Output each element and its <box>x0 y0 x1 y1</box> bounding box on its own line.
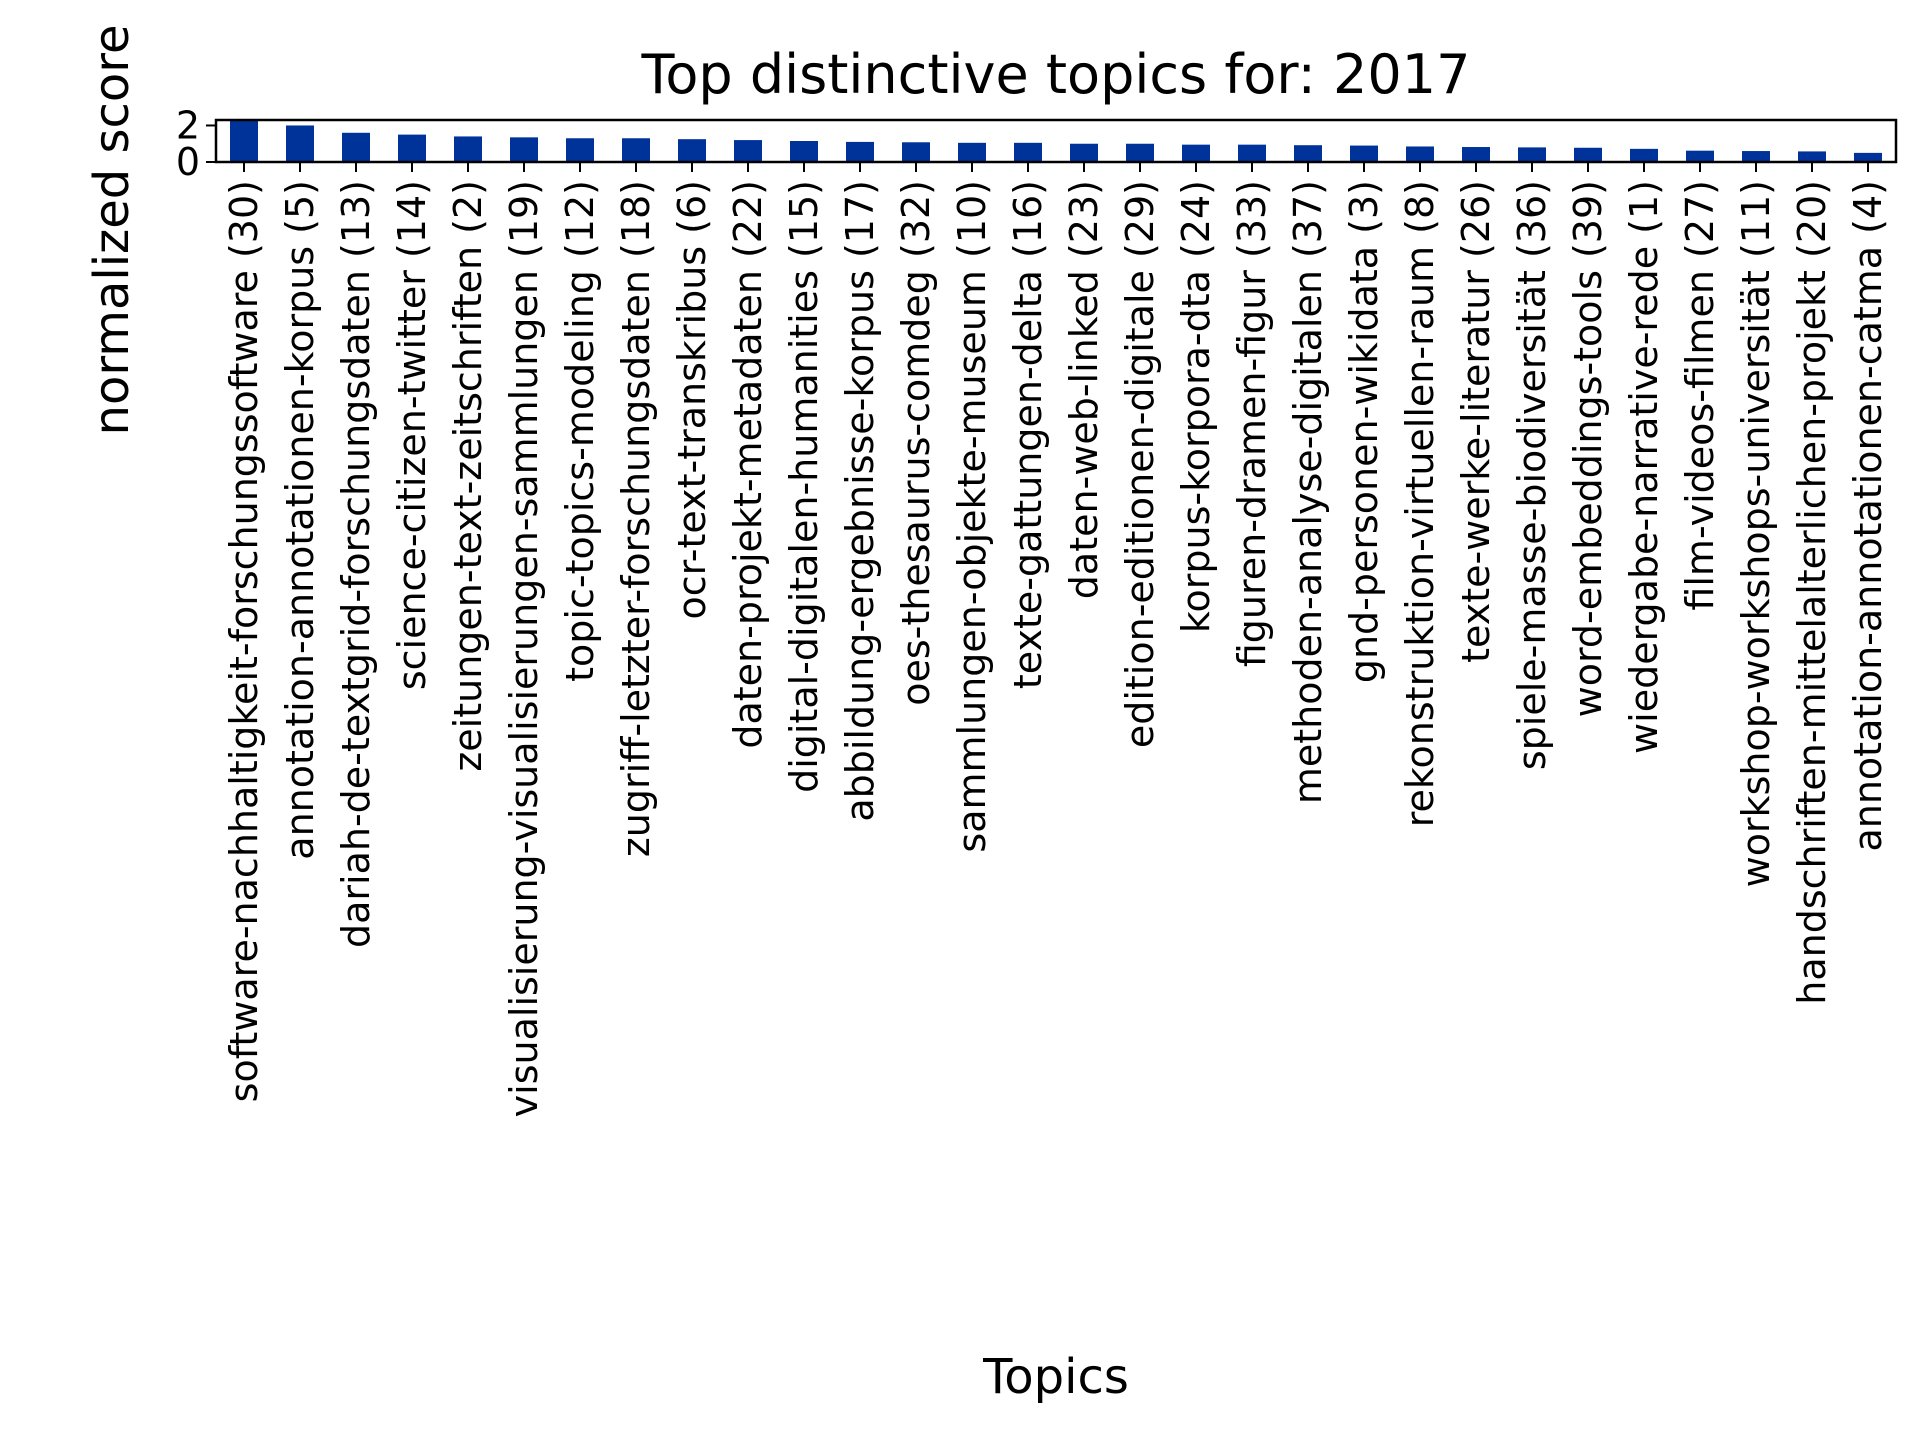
bar <box>1238 144 1266 162</box>
bar <box>1518 147 1546 162</box>
x-tick-label: visualisierung-visualisierungen-sammlung… <box>502 180 546 1117</box>
y-axis-label: normalized score <box>84 25 140 436</box>
x-axis-label: Topics <box>982 1349 1129 1405</box>
x-tick-label: annotation-annotationen-catma (4) <box>1846 180 1890 852</box>
x-tick-label: digital-digitalen-humanities (15) <box>782 180 826 793</box>
x-tick-label: methoden-analyse-digitalen (37) <box>1286 180 1330 804</box>
x-tick-label: software-nachhaltigkeit-forschungssoftwa… <box>222 180 266 1102</box>
x-tick-label: abbildung-ergebnisse-korpus (17) <box>838 180 882 822</box>
bars-group <box>230 120 1882 162</box>
x-tick-label: wiedergabe-narrative-rede (1) <box>1622 180 1666 754</box>
bar <box>1742 151 1770 162</box>
x-tick-label: daten-web-linked (23) <box>1062 180 1106 599</box>
bar <box>1070 143 1098 162</box>
x-tick-label: sammlungen-objekte-museum (10) <box>950 180 994 853</box>
bar <box>1574 147 1602 162</box>
x-tick-label: film-videos-filmen (27) <box>1678 180 1722 611</box>
x-tick-label: texte-werke-literatur (26) <box>1454 180 1498 663</box>
bar <box>1462 147 1490 162</box>
bar <box>1126 143 1154 162</box>
bar <box>1406 146 1434 162</box>
bar <box>1798 151 1826 162</box>
x-tick-label: dariah-de-textgrid-forschungsdaten (13) <box>334 180 378 948</box>
bar <box>790 141 818 162</box>
chart-title: Top distinctive topics for: 2017 <box>641 43 1471 106</box>
bar <box>958 142 986 162</box>
y-ticks-group: 02 <box>176 103 216 184</box>
x-tick-label: topic-topics-modeling (12) <box>558 180 602 682</box>
bar <box>734 140 762 162</box>
y-tick-label: 2 <box>176 103 200 147</box>
bar <box>846 141 874 162</box>
x-tick-label: figuren-dramen-figur (33) <box>1230 180 1274 667</box>
x-tick-label: handschriften-mittelalterlichen-projekt … <box>1790 180 1834 1005</box>
x-tick-label: edition-editionen-digitale (29) <box>1118 180 1162 748</box>
x-tick-label: zeitungen-text-zeitschriften (2) <box>446 180 490 772</box>
bar <box>510 137 538 162</box>
bar <box>1294 145 1322 162</box>
x-tick-label: spiele-masse-biodiversität (36) <box>1510 180 1554 770</box>
x-tick-label: ocr-text-transkribus (6) <box>670 180 714 620</box>
x-tick-label: word-embeddings-tools (39) <box>1566 180 1610 717</box>
x-tick-label: gnd-personen-wikidata (3) <box>1342 180 1386 683</box>
bar <box>902 142 930 162</box>
bar <box>1350 145 1378 162</box>
bar <box>1686 150 1714 162</box>
bar <box>1854 152 1882 162</box>
bar <box>1182 144 1210 162</box>
x-tick-label: science-citizen-twitter (14) <box>390 180 434 690</box>
x-tick-label: texte-gattungen-delta (16) <box>1006 180 1050 689</box>
x-tick-label: oes-thesaurus-comdeg (32) <box>894 180 938 706</box>
plot-frame <box>214 118 1898 164</box>
bar <box>230 120 258 162</box>
x-tick-label: daten-projekt-metadaten (22) <box>726 180 770 749</box>
x-tick-label: korpus-korpora-dta (24) <box>1174 180 1218 633</box>
x-tick-label: annotation-annotationen-korpus (5) <box>278 180 322 860</box>
bar <box>678 139 706 162</box>
x-tick-label: zugriff-letzter-forschungsdaten (18) <box>614 180 658 857</box>
x-tick-label: workshop-workshops-universität (11) <box>1734 180 1778 887</box>
bar <box>1014 142 1042 162</box>
bar <box>286 125 314 162</box>
bar <box>1630 148 1658 162</box>
x-tick-label: rekonstruktion-virtuellen-raum (8) <box>1398 180 1442 827</box>
x-ticks-group: software-nachhaltigkeit-forschungssoftwa… <box>222 162 1890 1117</box>
bar <box>566 138 594 162</box>
bar <box>454 136 482 162</box>
bar <box>342 132 370 162</box>
y-tick-label: 0 <box>176 140 200 184</box>
bar <box>622 138 650 162</box>
bar <box>398 134 426 162</box>
